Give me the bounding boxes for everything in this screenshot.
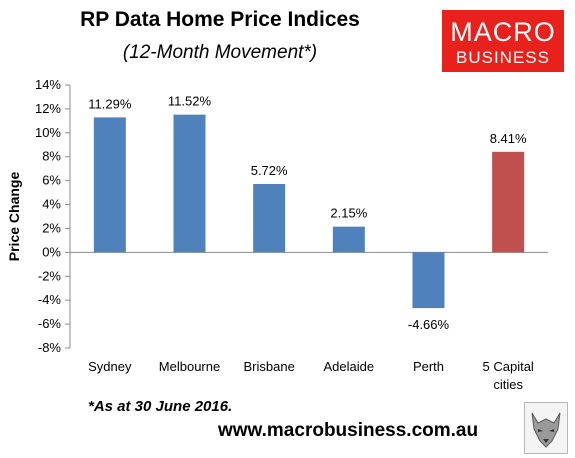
y-tick-label: 10% bbox=[35, 125, 61, 140]
y-tick-label: -6% bbox=[38, 316, 62, 331]
y-tick-label: 6% bbox=[42, 173, 61, 188]
x-category-label: Perth bbox=[413, 359, 444, 374]
footnote: *As at 30 June 2016. bbox=[88, 398, 233, 415]
x-category-label: Melbourne bbox=[159, 359, 220, 374]
chart-subtitle: (12-Month Movement*) bbox=[122, 42, 318, 63]
chart-title: RP Data Home Price Indices bbox=[80, 8, 360, 31]
y-tick-label: 14% bbox=[35, 77, 61, 92]
x-category-label: Sydney bbox=[88, 359, 132, 374]
y-tick-label: 12% bbox=[35, 101, 61, 116]
y-tick-label: 0% bbox=[42, 244, 61, 259]
data-label: 11.29% bbox=[88, 96, 132, 111]
x-category-label: cities bbox=[493, 377, 523, 392]
x-category-label: 5 Capital bbox=[483, 359, 534, 374]
data-label: 8.41% bbox=[490, 131, 527, 146]
y-tick-label: 4% bbox=[42, 197, 61, 212]
bar bbox=[173, 114, 206, 253]
x-category-label: Brisbane bbox=[244, 359, 295, 374]
y-tick-label: -4% bbox=[38, 292, 62, 307]
data-label: 11.52% bbox=[168, 94, 212, 109]
data-label: 2.15% bbox=[330, 206, 367, 221]
website-url: www.macrobusiness.com.au bbox=[218, 420, 479, 441]
y-tick-label: 2% bbox=[42, 220, 61, 235]
y-tick-label: 8% bbox=[42, 149, 61, 164]
bar bbox=[332, 226, 365, 253]
logo-line-1: MACRO bbox=[450, 17, 556, 47]
macrobusiness-logo: MACRO BUSINESS bbox=[442, 10, 564, 72]
y-axis-title: Price Change bbox=[6, 172, 22, 262]
x-category-label: Adelaide bbox=[324, 359, 375, 374]
y-tick-label: -2% bbox=[38, 268, 62, 283]
data-label: 5.72% bbox=[251, 163, 288, 178]
bar bbox=[253, 183, 286, 253]
wolf-logo-icon bbox=[524, 402, 568, 454]
y-tick-label: -8% bbox=[38, 340, 62, 355]
bar bbox=[492, 151, 525, 253]
bar bbox=[412, 252, 445, 309]
bar bbox=[93, 117, 126, 253]
logo-line-2: BUSINESS bbox=[456, 48, 550, 67]
data-label: -4.66% bbox=[408, 317, 450, 332]
